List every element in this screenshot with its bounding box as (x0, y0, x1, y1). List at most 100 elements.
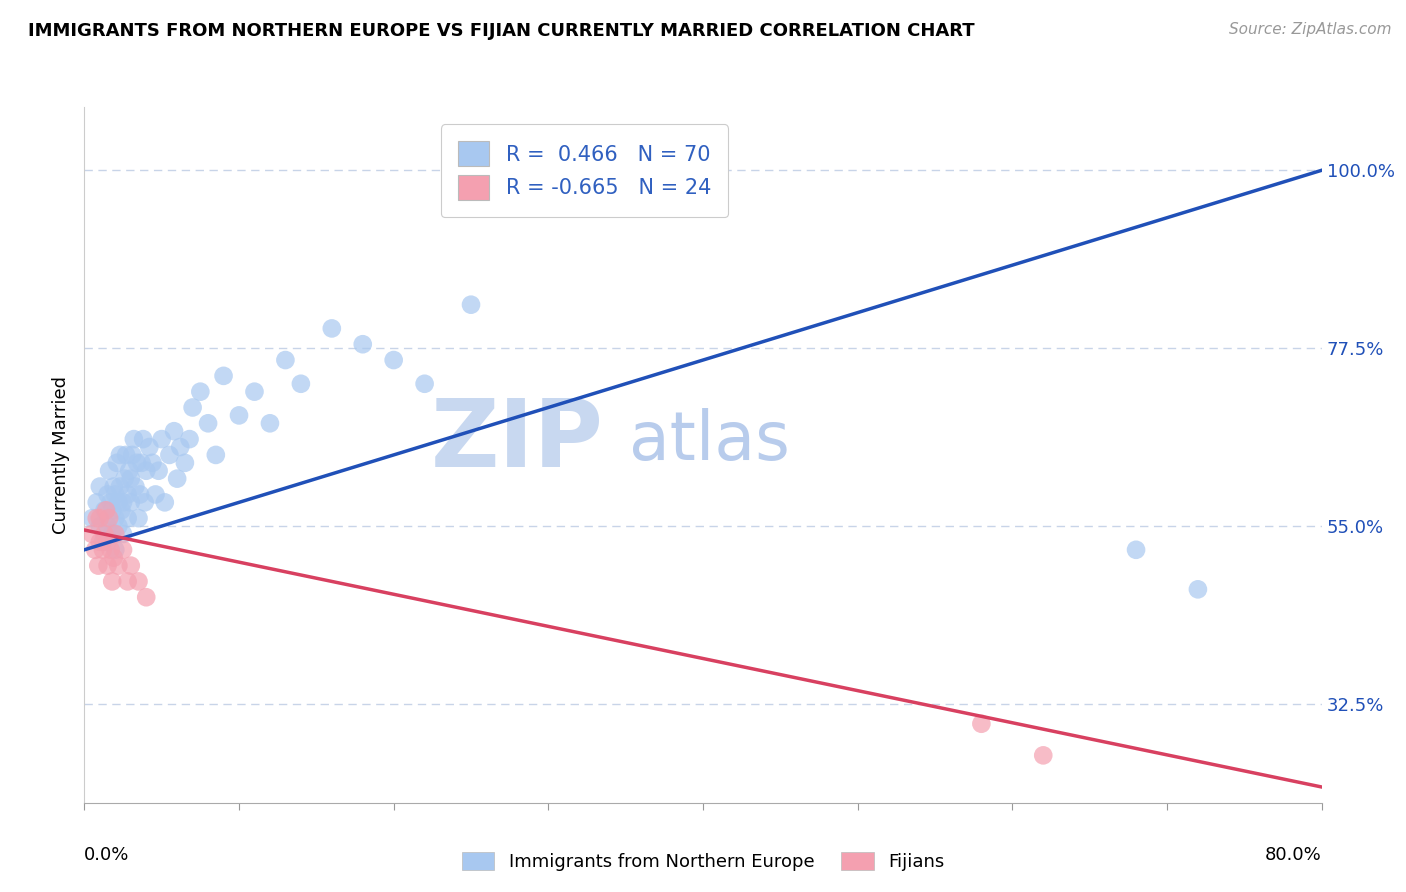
Point (107, 495, 129, 509)
Point (121, 448, 143, 462)
Point (212, 368, 235, 383)
Point (107, 558, 129, 573)
Point (98, 464, 121, 478)
Point (105, 456, 128, 470)
Y-axis label: Currently Married: Currently Married (52, 376, 70, 534)
Point (115, 448, 138, 462)
Point (89, 479, 111, 493)
Point (413, 376, 436, 391)
Point (101, 527, 124, 541)
Point (89, 519, 111, 533)
Point (145, 487, 167, 501)
Point (112, 495, 135, 509)
Point (93, 503, 115, 517)
Point (108, 448, 131, 462)
Point (96, 535, 118, 549)
Point (87, 558, 110, 573)
Point (970, 716, 993, 731)
Point (120, 495, 142, 509)
Point (103, 479, 125, 493)
Point (82, 511, 104, 525)
Point (96, 519, 118, 533)
Point (91, 535, 114, 549)
Point (243, 384, 266, 399)
Legend: R =  0.466   N = 70, R = -0.665   N = 24: R = 0.466 N = 70, R = -0.665 N = 24 (441, 124, 728, 217)
Point (96, 487, 118, 501)
Point (86, 511, 108, 525)
Point (118, 464, 141, 478)
Point (205, 448, 228, 462)
Point (163, 424, 186, 438)
Point (138, 440, 160, 454)
Point (188, 384, 211, 399)
Point (120, 558, 142, 573)
Legend: Immigrants from Northern Europe, Fijians: Immigrants from Northern Europe, Fijians (454, 845, 952, 879)
Point (169, 440, 191, 454)
Point (89, 535, 111, 549)
Point (89, 511, 111, 525)
Point (104, 527, 127, 541)
Point (174, 456, 197, 470)
Point (103, 550, 125, 565)
Point (179, 432, 201, 446)
Point (382, 353, 405, 368)
Point (120, 472, 142, 486)
Text: IMMIGRANTS FROM NORTHERN EUROPE VS FIJIAN CURRENTLY MARRIED CORRELATION CHART: IMMIGRANTS FROM NORTHERN EUROPE VS FIJIA… (28, 22, 974, 40)
Point (110, 503, 132, 517)
Point (91, 542, 114, 557)
Point (104, 542, 127, 557)
Point (228, 409, 250, 423)
Point (82, 527, 104, 541)
Point (124, 479, 146, 493)
Point (148, 464, 170, 478)
Point (127, 574, 149, 589)
Point (141, 456, 163, 470)
Point (93, 527, 115, 541)
Point (1187, 582, 1209, 597)
Point (86, 495, 108, 509)
Text: Source: ZipAtlas.com: Source: ZipAtlas.com (1229, 22, 1392, 37)
Point (100, 542, 122, 557)
Point (159, 448, 180, 462)
Point (112, 527, 135, 541)
Point (125, 456, 148, 470)
Point (352, 337, 374, 351)
Text: 80.0%: 80.0% (1265, 847, 1322, 864)
Point (100, 495, 122, 509)
Point (460, 298, 482, 312)
Point (94, 503, 117, 517)
Point (153, 495, 176, 509)
Point (1125, 542, 1147, 557)
Point (98, 511, 121, 525)
Point (290, 376, 312, 391)
Point (107, 519, 129, 533)
Point (101, 503, 124, 517)
Point (127, 511, 149, 525)
Point (166, 472, 188, 486)
Point (259, 417, 281, 431)
Point (132, 432, 155, 446)
Point (274, 353, 297, 368)
Point (197, 417, 219, 431)
Point (135, 464, 157, 478)
Point (108, 479, 131, 493)
Point (117, 574, 139, 589)
Point (112, 542, 135, 557)
Text: 0.0%: 0.0% (84, 847, 129, 864)
Point (129, 487, 152, 501)
Point (117, 511, 139, 525)
Point (181, 401, 204, 415)
Point (104, 487, 127, 501)
Point (150, 432, 173, 446)
Point (131, 456, 153, 470)
Point (96, 558, 118, 573)
Point (114, 472, 136, 486)
Point (135, 591, 157, 605)
Text: ZIP: ZIP (432, 395, 605, 487)
Point (122, 432, 145, 446)
Point (117, 487, 139, 501)
Point (101, 574, 124, 589)
Point (104, 511, 127, 525)
Point (134, 495, 156, 509)
Point (1032, 748, 1054, 763)
